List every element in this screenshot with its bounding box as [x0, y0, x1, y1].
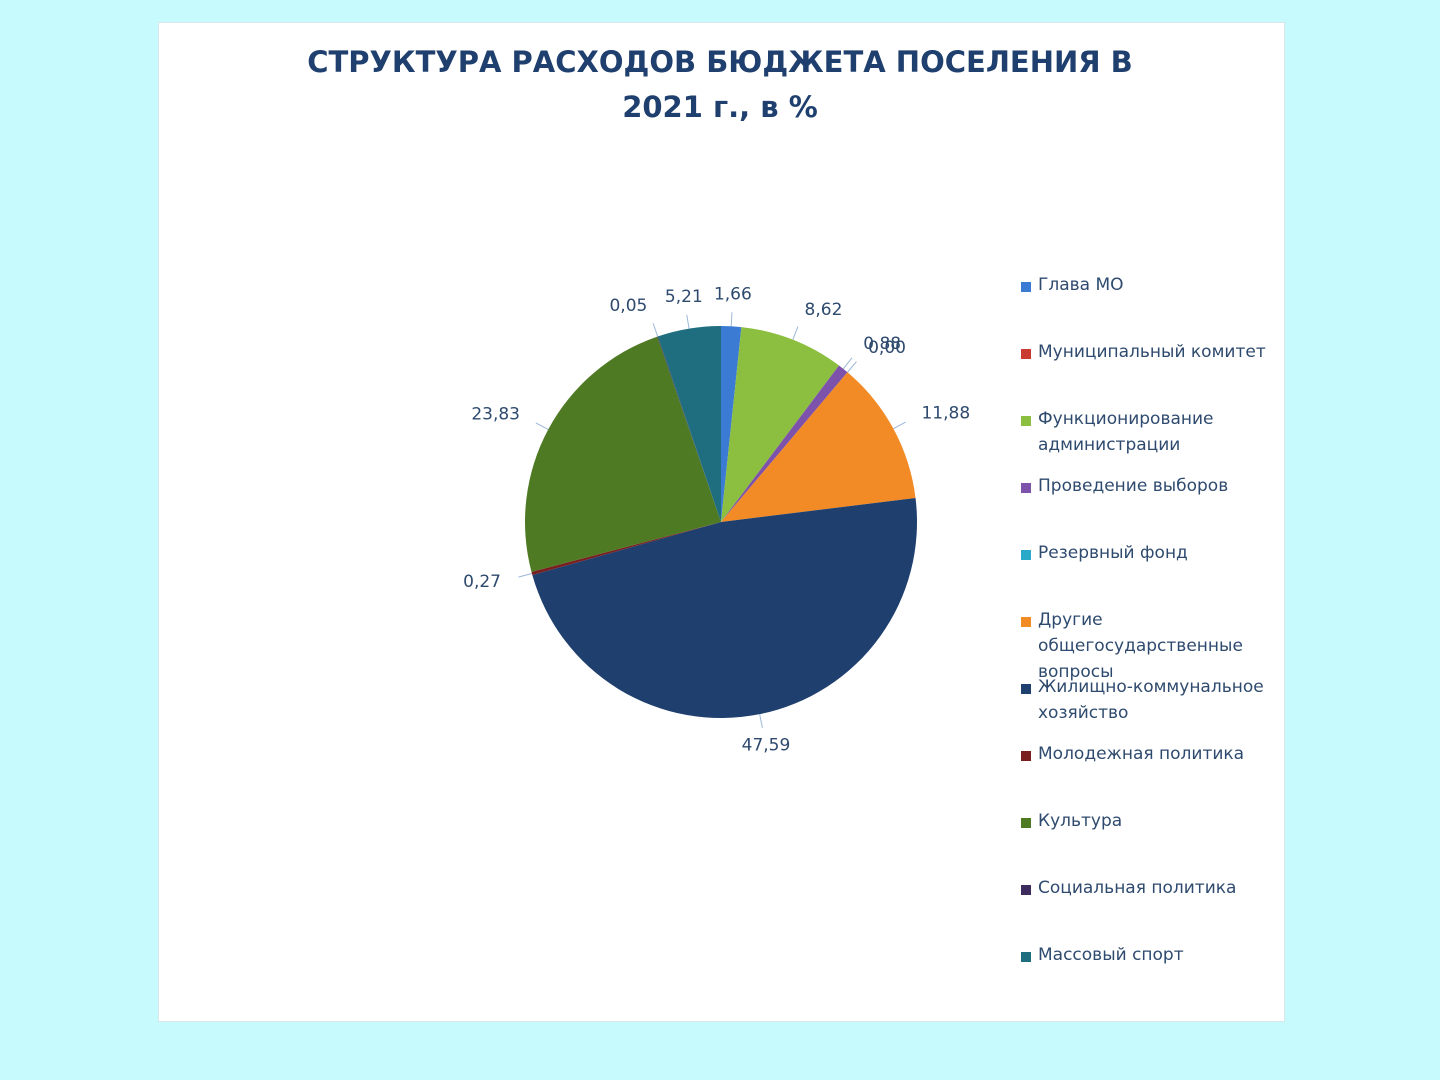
legend-label: Глава МО: [1038, 275, 1124, 295]
pie-slice: [657, 326, 721, 522]
leader-line: [686, 314, 690, 329]
leader-line: [518, 572, 533, 578]
pie-slice: [721, 326, 742, 522]
legend-label: Жилищно-коммунальное хозяйство: [1038, 677, 1264, 723]
legend-swatch: [1021, 282, 1031, 292]
pie-slice: [657, 336, 721, 522]
pie-slice: [721, 365, 848, 522]
pie-slice: [721, 372, 916, 522]
legend-label: Массовый спорт: [1038, 945, 1184, 965]
data-label: 1,66: [714, 284, 752, 304]
leader-line: [652, 323, 659, 337]
leader-line: [893, 421, 906, 430]
legend-swatch: [1021, 684, 1031, 694]
data-label: 0,88: [863, 334, 901, 354]
leader-line: [847, 361, 857, 373]
data-label: 5,21: [665, 287, 703, 307]
legend-label: Резервный фонд: [1038, 543, 1188, 563]
legend-label: Молодежная политика: [1038, 744, 1245, 764]
legend-swatch: [1021, 818, 1031, 828]
data-label: 8,62: [805, 300, 843, 320]
legend-swatch: [1021, 952, 1031, 962]
leader-line: [535, 422, 549, 430]
data-label: 23,83: [471, 404, 520, 424]
legend-swatch: [1021, 483, 1031, 493]
leader-line: [759, 714, 763, 728]
data-label: 0,05: [609, 296, 647, 316]
chart-title: СТРУКТУРА РАСХОДОВ БЮДЖЕТА ПОСЕЛЕНИЯ В 2…: [307, 45, 1133, 124]
legend-swatch: [1021, 349, 1031, 359]
legend-swatch: [1021, 751, 1031, 761]
legend-label: Муниципальный комитет: [1038, 342, 1266, 362]
legend-label: Социальная политика: [1038, 878, 1237, 898]
data-label: 0,00: [868, 338, 906, 358]
legend-label: Культура: [1038, 811, 1123, 831]
leader-line: [730, 312, 733, 327]
legend-label: Функционирование администрации: [1038, 409, 1214, 455]
pie-slice: [721, 327, 839, 522]
legend-swatch: [1021, 617, 1031, 627]
legend-label: Проведение выборов: [1038, 476, 1229, 496]
legend-swatch: [1021, 885, 1031, 895]
legend-label: Другие общегосударственные вопросы: [1038, 610, 1243, 682]
data-label: 11,88: [921, 403, 970, 423]
pie-slice: [532, 497, 917, 719]
pie-slice: [531, 522, 721, 576]
pie-slice: [525, 336, 721, 572]
leader-line: [792, 326, 799, 340]
legend-swatch: [1021, 416, 1031, 426]
data-label: 47,59: [742, 736, 791, 756]
data-label: 0,27: [463, 572, 501, 592]
leader-line: [842, 357, 853, 370]
legend-swatch: [1021, 550, 1031, 560]
